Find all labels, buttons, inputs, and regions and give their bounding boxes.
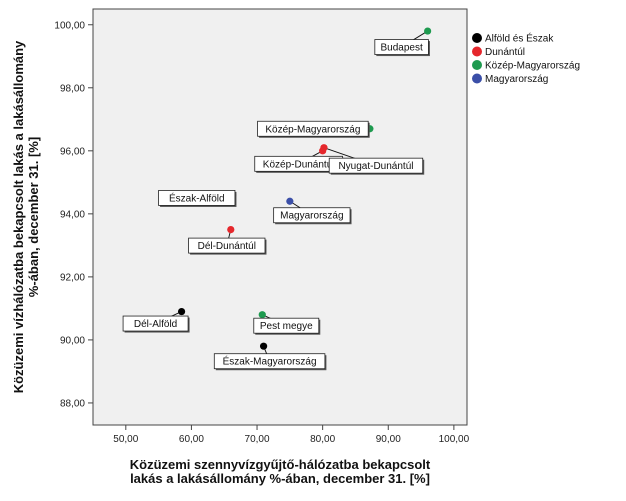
x-tick-label: 70,00 <box>245 434 270 445</box>
y-axis-title: Közüzemi vízhálózatba bekapcsolt lakás a… <box>11 40 26 393</box>
x-tick-label: 60,00 <box>179 434 204 445</box>
label-box <box>328 157 424 174</box>
legend-label: Dunántúl <box>485 47 525 58</box>
data-point <box>424 27 432 35</box>
legend-label: Alföld és Észak <box>485 32 554 45</box>
label-box <box>273 207 351 224</box>
y-tick-label: 88,00 <box>60 398 85 409</box>
y-tick-label: 94,00 <box>60 209 85 220</box>
y-axis-title: %-ában, december 31. [%] <box>26 137 41 297</box>
x-tick-label: 100,00 <box>439 434 470 445</box>
legend-label: Közép-Magyarország <box>485 61 580 72</box>
point-label: Nyugat-Dunántúl <box>338 161 413 172</box>
legend-marker <box>472 46 482 57</box>
y-tick-label: 96,00 <box>60 146 85 157</box>
x-axis-title: Közüzemi szennyvízgyűjtő-hálózatba bekap… <box>130 457 431 472</box>
y-tick-label: 98,00 <box>60 83 85 94</box>
y-tick-label: 92,00 <box>60 272 85 283</box>
x-tick-label: 50,00 <box>113 434 138 445</box>
legend-marker <box>472 73 482 84</box>
legend: Alföld és Észak Dunántúl Közép-Magyarorszá… <box>472 32 580 85</box>
label-box <box>122 315 189 332</box>
y-tick-label: 90,00 <box>60 335 85 346</box>
point-label: Észak-Alföld <box>169 191 225 204</box>
legend-marker <box>472 60 482 70</box>
label-box <box>253 317 320 334</box>
data-point <box>227 226 235 234</box>
label-box <box>374 39 429 55</box>
axes: 50,00 60,00 70,00 80,00 90,00 100,00 88,00 90,0… <box>54 20 469 445</box>
point-label: Magyarország <box>280 211 343 222</box>
point-label: Észak-Magyarország <box>223 355 317 368</box>
label-box <box>188 237 266 254</box>
label-box <box>213 353 326 370</box>
data-point <box>286 197 294 205</box>
point-label: Dél-Dunántúl <box>198 241 256 252</box>
x-axis-title: lakás a lakásállomány %-ában, december 3… <box>130 471 430 486</box>
legend-marker <box>472 33 482 43</box>
data-point <box>259 342 268 350</box>
point-label: Budapest <box>380 43 422 54</box>
legend-label: Magyarország <box>485 74 548 85</box>
point-label: Pest megye <box>260 321 313 332</box>
data-point <box>320 144 328 152</box>
point-labels: Dél-Alföld Észak-Alföld Észak-Magyarország… <box>122 39 430 371</box>
point-label: Dél-Alföld <box>134 319 177 330</box>
axis-titles: Közüzemi szennyvízgyűjtő-hálózatba bekap… <box>11 40 431 486</box>
label-box <box>158 190 236 206</box>
x-tick-label: 80,00 <box>310 434 335 445</box>
point-label: Közép-Magyarország <box>265 124 360 135</box>
point-label: Közép-Dunántúl <box>263 159 335 170</box>
data-point <box>177 307 186 316</box>
y-tick-label: 100,00 <box>54 20 85 31</box>
x-tick-label: 90,00 <box>376 434 401 445</box>
label-box <box>257 120 369 137</box>
data-point <box>258 311 266 319</box>
